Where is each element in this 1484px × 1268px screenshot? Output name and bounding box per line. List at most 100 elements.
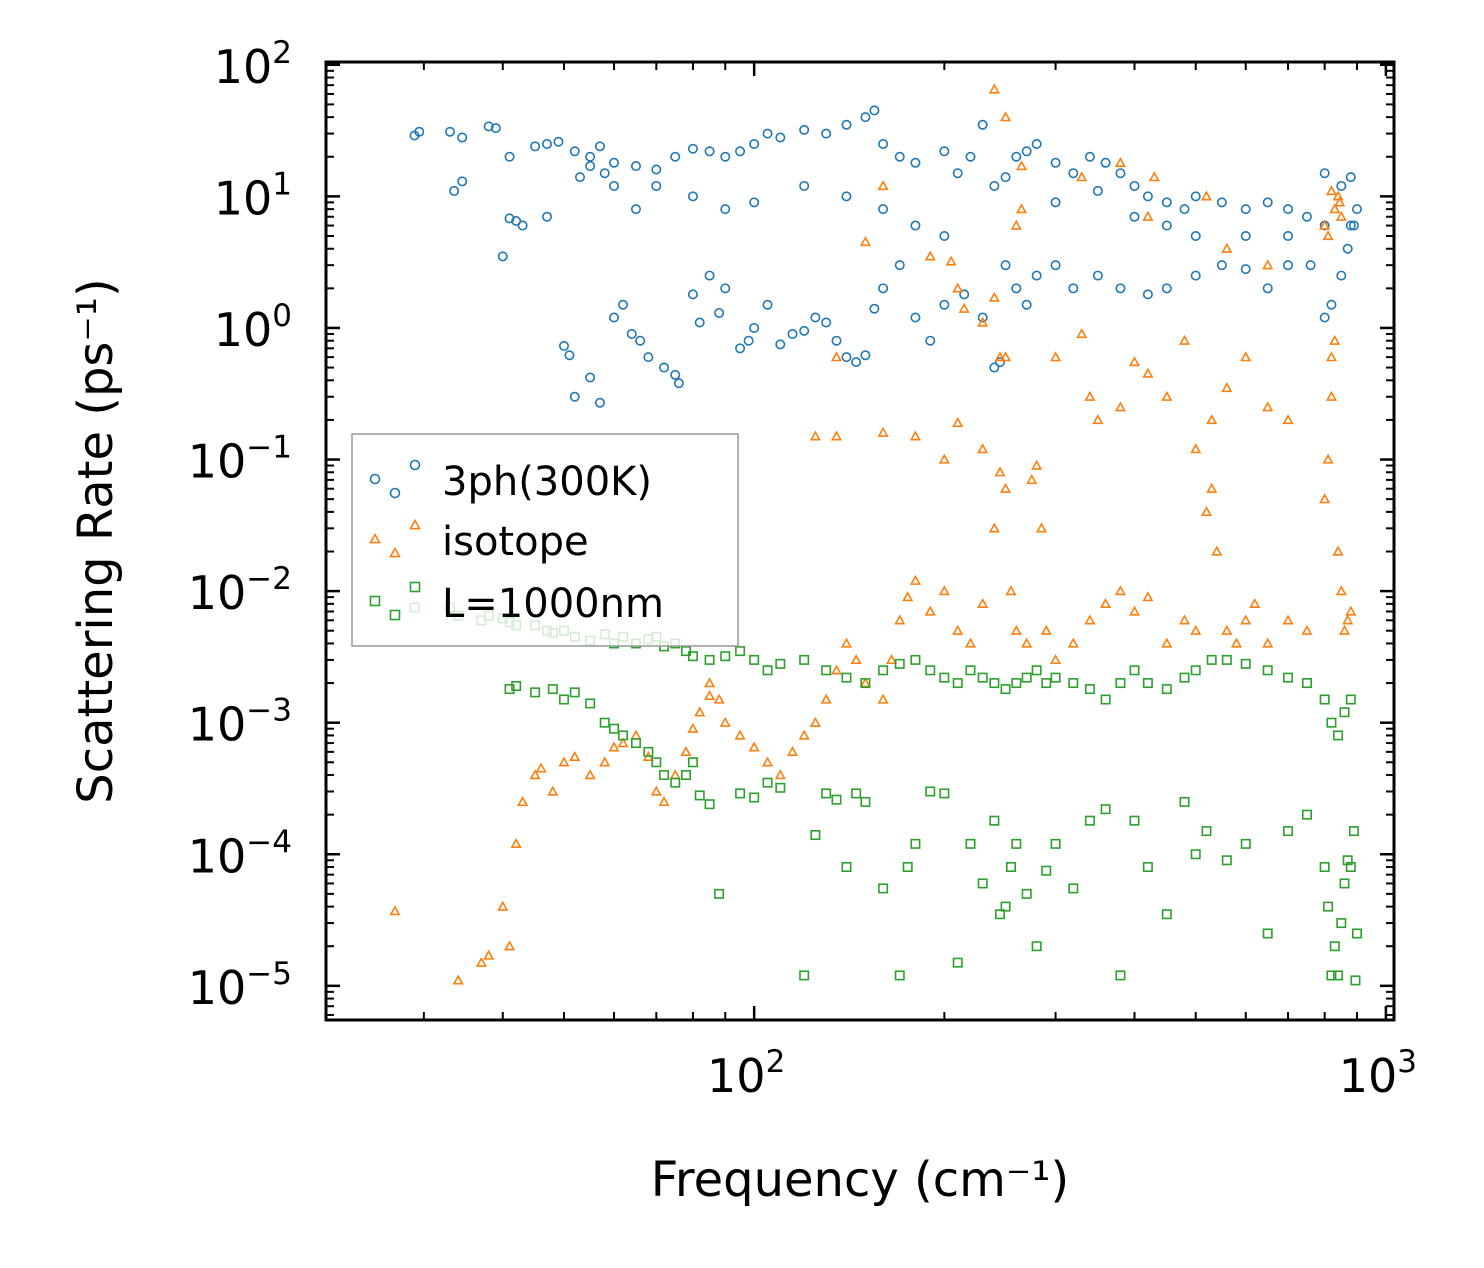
data-point bbox=[490, 123, 501, 134]
data-point bbox=[720, 283, 731, 294]
legend-marker bbox=[369, 473, 381, 485]
data-point bbox=[1325, 390, 1338, 401]
data-point bbox=[1333, 730, 1344, 741]
data-point bbox=[988, 522, 1000, 533]
y-tick-label: 10−5 bbox=[188, 956, 292, 1015]
data-point bbox=[714, 307, 725, 318]
data-point bbox=[735, 343, 746, 354]
data-point bbox=[1332, 545, 1344, 556]
data-point bbox=[704, 689, 716, 700]
data-point bbox=[977, 119, 988, 130]
data-point bbox=[1076, 171, 1088, 182]
y-tick-label: 10−4 bbox=[188, 824, 292, 883]
data-point bbox=[517, 220, 528, 231]
data-point bbox=[859, 677, 871, 688]
data-point bbox=[618, 730, 629, 741]
data-point bbox=[910, 312, 921, 323]
data-point bbox=[569, 750, 581, 762]
data-point bbox=[1128, 605, 1141, 616]
data-point bbox=[841, 672, 852, 683]
data-point bbox=[965, 151, 976, 162]
data-point bbox=[910, 157, 921, 168]
data-point bbox=[775, 339, 786, 350]
data-point bbox=[749, 322, 760, 333]
data-point bbox=[743, 335, 754, 346]
data-point bbox=[860, 112, 871, 123]
data-point bbox=[1342, 243, 1353, 254]
data-point bbox=[1283, 260, 1294, 271]
legend-marker bbox=[409, 459, 421, 471]
data-point bbox=[643, 352, 654, 363]
data-point bbox=[902, 591, 914, 602]
data-point bbox=[1068, 678, 1079, 689]
data-point bbox=[977, 316, 989, 327]
data-point bbox=[535, 762, 547, 773]
data-point bbox=[547, 684, 558, 695]
data-point bbox=[1350, 975, 1361, 986]
data-point bbox=[994, 466, 1006, 477]
data-point bbox=[599, 168, 610, 179]
data-point bbox=[1301, 624, 1313, 635]
data-point bbox=[1221, 382, 1233, 393]
data-point bbox=[687, 289, 698, 300]
data-point bbox=[1115, 168, 1126, 179]
data-point bbox=[1190, 665, 1201, 676]
data-point bbox=[1323, 901, 1334, 912]
data-point bbox=[1092, 185, 1103, 196]
legend-marker bbox=[409, 581, 421, 593]
data-point bbox=[659, 770, 670, 781]
data-point bbox=[952, 416, 964, 428]
data-point bbox=[1011, 838, 1022, 849]
data-point bbox=[1035, 522, 1048, 533]
data-point bbox=[1338, 624, 1351, 635]
data-point bbox=[1068, 168, 1079, 179]
data-point bbox=[1084, 684, 1095, 695]
data-point bbox=[1345, 220, 1356, 231]
data-point bbox=[694, 790, 705, 801]
data-point bbox=[681, 646, 692, 657]
data-point bbox=[1114, 585, 1126, 596]
data-point bbox=[1200, 506, 1213, 517]
data-point bbox=[1161, 637, 1173, 648]
data-point bbox=[635, 335, 646, 346]
data-point bbox=[1142, 591, 1154, 602]
data-point bbox=[748, 741, 760, 752]
data-point bbox=[1100, 598, 1112, 609]
data-point bbox=[877, 693, 889, 704]
data-point bbox=[1325, 351, 1338, 362]
data-point bbox=[1000, 684, 1011, 695]
data-point bbox=[687, 143, 698, 154]
data-point bbox=[529, 769, 541, 780]
data-point bbox=[1142, 367, 1154, 378]
data-point bbox=[1262, 401, 1274, 412]
data-point bbox=[1329, 941, 1340, 952]
data-point bbox=[977, 878, 988, 889]
data-point bbox=[939, 230, 950, 241]
data-point bbox=[988, 291, 1000, 302]
data-point bbox=[713, 693, 725, 704]
data-point bbox=[1348, 826, 1359, 837]
data-point bbox=[1221, 855, 1232, 866]
data-point bbox=[1230, 637, 1243, 648]
data-point bbox=[994, 351, 1006, 362]
data-point bbox=[1206, 414, 1218, 425]
data-point bbox=[650, 785, 662, 796]
data-point bbox=[1333, 970, 1344, 981]
data-point bbox=[1142, 289, 1153, 300]
data-point bbox=[1050, 157, 1061, 168]
data-point bbox=[1326, 299, 1337, 310]
legend-entry: isotope bbox=[369, 518, 589, 565]
data-point bbox=[1161, 684, 1172, 695]
data-point bbox=[952, 957, 963, 968]
legend-marker bbox=[409, 518, 421, 530]
data-point bbox=[1114, 401, 1126, 412]
data-point bbox=[841, 191, 852, 202]
data-point bbox=[977, 672, 988, 683]
data-point bbox=[799, 970, 810, 981]
data-point bbox=[909, 574, 921, 585]
data-point bbox=[894, 970, 905, 981]
data-point bbox=[673, 378, 684, 389]
data-point bbox=[704, 799, 715, 810]
data-point bbox=[1190, 230, 1201, 241]
data-point bbox=[659, 362, 670, 373]
